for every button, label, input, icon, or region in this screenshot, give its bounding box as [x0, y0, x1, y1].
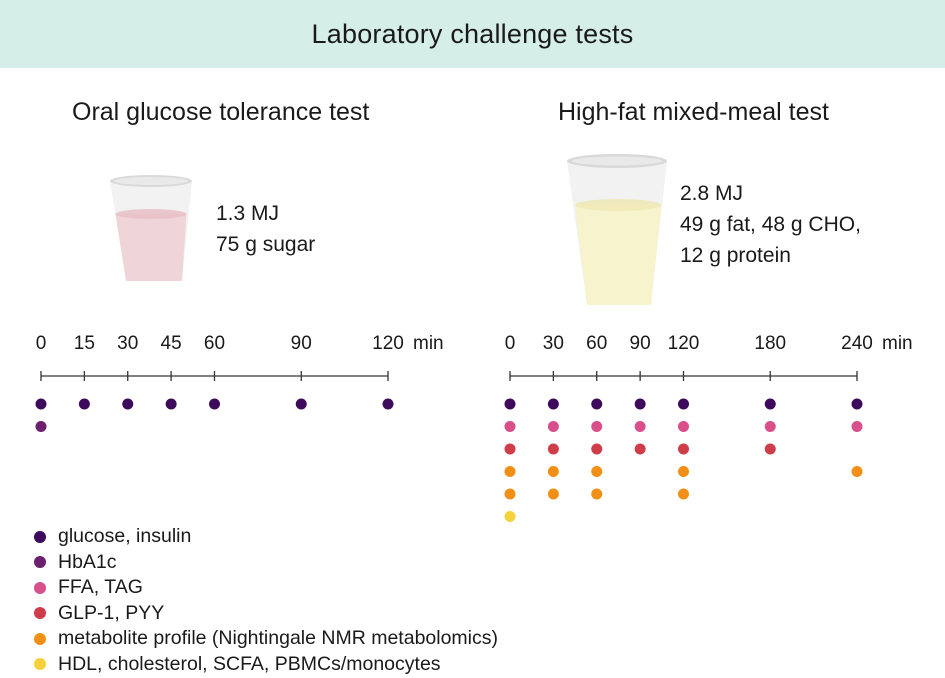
- legend-dot-icon: [34, 607, 46, 620]
- measurement-dot: [678, 488, 689, 500]
- legend-item: GLP-1, PYY: [34, 601, 498, 627]
- ogtt-energy: 1.3 MJ: [216, 202, 280, 225]
- measurement-dot: [547, 466, 559, 477]
- legend-item: metabolite profile (Nightingale NMR meta…: [34, 626, 498, 652]
- ogtt-composition: 75 g sugar: [216, 233, 316, 256]
- tick-label: 120: [372, 333, 404, 354]
- glass-icon-ogtt: [110, 175, 192, 281]
- unit-label: min: [413, 333, 444, 354]
- measurement-dot: [591, 466, 603, 477]
- tick-label: 240: [841, 333, 873, 354]
- measurement-dot: [678, 443, 689, 455]
- measurement-dot: [634, 443, 646, 455]
- measurement-dot: [504, 443, 516, 455]
- measurement-dot: [764, 421, 776, 432]
- measurement-dot: [504, 511, 516, 522]
- measurement-dot: [634, 421, 646, 432]
- tick-label: 0: [35, 333, 47, 354]
- measurement-dot: [851, 466, 863, 477]
- legend-dot-icon: [34, 556, 46, 569]
- measurement-dot: [764, 443, 776, 455]
- glass-icon-hfmm: [567, 154, 667, 305]
- legend: glucose, insulin HbA1c FFA, TAG GLP-1, P…: [34, 524, 498, 677]
- legend-label: GLP-1, PYY: [58, 601, 165, 624]
- measurement-dot: [35, 398, 47, 410]
- measurement-dot: [678, 466, 689, 477]
- legend-item: HDL, cholesterol, SCFA, PBMCs/monocytes: [34, 652, 498, 678]
- measurement-dot: [165, 398, 177, 410]
- tick-label: 90: [290, 333, 312, 354]
- measurement-dot: [851, 398, 863, 410]
- measurement-dot: [634, 398, 646, 410]
- measurement-dot: [504, 421, 516, 432]
- tick-label: 30: [117, 333, 139, 354]
- ogtt-title: Oral glucose tolerance test: [72, 98, 370, 126]
- measurement-dot: [547, 488, 559, 500]
- measurement-dot: [547, 398, 559, 410]
- measurement-dot: [678, 421, 689, 432]
- measurement-dot: [547, 443, 559, 455]
- measurement-dot: [504, 466, 516, 477]
- unit-label: min: [882, 333, 913, 354]
- measurement-dot: [504, 398, 516, 410]
- page-title: Laboratory challenge tests: [311, 18, 634, 49]
- measurement-dot: [382, 398, 394, 410]
- hfmm-composition: 49 g fat, 48 g CHO,: [680, 213, 861, 236]
- ogtt-description: 1.3 MJ 75 g sugar: [216, 198, 315, 260]
- measurement-dot: [678, 398, 689, 410]
- header-banner: Laboratory challenge tests: [0, 0, 945, 68]
- tick-label: 120: [667, 333, 700, 354]
- hfmm-description: 2.8 MJ 49 g fat, 48 g CHO, 12 g protein: [680, 178, 861, 271]
- measurement-dot: [209, 398, 220, 410]
- tick-label: 15: [73, 333, 95, 354]
- hfmm-energy: 2.8 MJ: [680, 182, 744, 205]
- tick-label: 0: [504, 333, 516, 354]
- measurement-dot: [295, 398, 307, 410]
- tick-label: 60: [586, 333, 608, 354]
- tick-label: 45: [160, 333, 182, 354]
- measurement-dot: [547, 421, 559, 432]
- measurement-dot: [764, 398, 776, 410]
- legend-label: metabolite profile (Nightingale NMR meta…: [58, 627, 499, 650]
- legend-dot-icon: [34, 581, 46, 594]
- measurement-dot: [591, 398, 603, 410]
- measurement-dot: [591, 443, 603, 455]
- measurement-dot: [591, 421, 603, 432]
- legend-dot-icon: [34, 530, 46, 543]
- measurement-dot: [591, 488, 603, 500]
- legend-item: HbA1c: [34, 550, 498, 576]
- legend-label: FFA, TAG: [58, 576, 143, 599]
- legend-dot-icon: [34, 658, 46, 671]
- tick-label: 180: [754, 333, 787, 354]
- measurement-dot: [78, 398, 90, 410]
- legend-item: FFA, TAG: [34, 575, 498, 601]
- tick-label: 90: [629, 333, 651, 354]
- legend-label: HDL, cholesterol, SCFA, PBMCs/monocytes: [58, 652, 441, 675]
- legend-label: glucose, insulin: [58, 525, 192, 548]
- legend-label: HbA1c: [58, 550, 117, 573]
- tick-label: 30: [542, 333, 564, 354]
- measurement-dot: [122, 398, 134, 410]
- measurement-dot: [35, 421, 47, 432]
- tick-label: 60: [203, 333, 226, 354]
- measurement-dot: [504, 488, 516, 500]
- measurement-dot: [851, 421, 863, 432]
- legend-dot-icon: [34, 632, 46, 645]
- hfmm-title: High-fat mixed-meal test: [558, 98, 829, 126]
- hfmm-protein: 12 g protein: [680, 244, 791, 267]
- legend-item: glucose, insulin: [34, 524, 498, 550]
